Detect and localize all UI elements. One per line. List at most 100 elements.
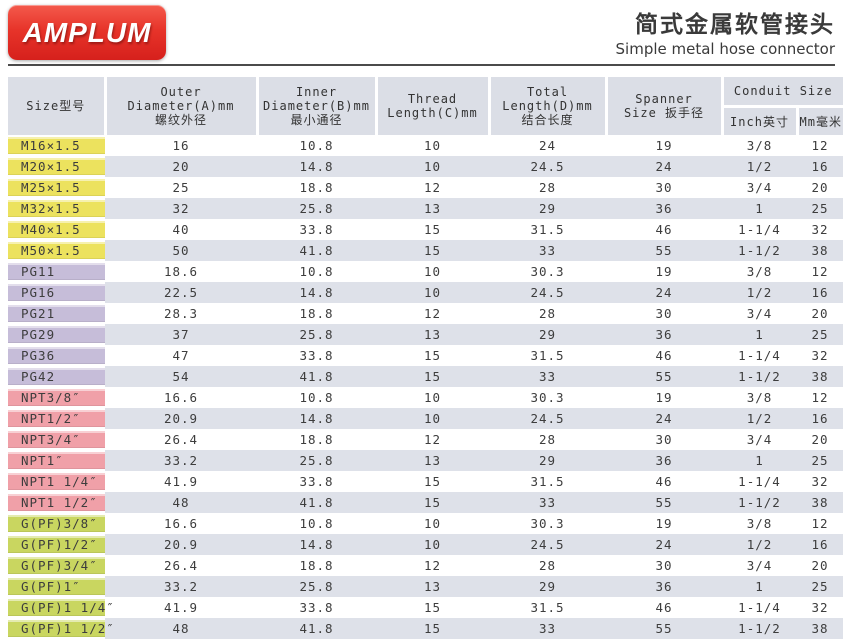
table-row: M32×1.5 32 25.8 13 29 36 1 25 [8, 198, 843, 219]
thread-length-cell: 12 [376, 555, 489, 576]
table-row: G(PF)3/8″ 16.6 10.8 10 30.3 19 3/8 12 [8, 513, 843, 534]
conduit-mm-cell: 20 [797, 177, 843, 198]
conduit-mm-cell: 12 [797, 261, 843, 282]
outer-diameter-cell: 40 [105, 219, 257, 240]
total-length-cell: 24.5 [489, 408, 606, 429]
spanner-size-cell: 36 [606, 576, 722, 597]
spec-table-header: Size型号 Outer Diameter(A)mm 螺纹外径 Inner Di… [8, 77, 843, 135]
spanner-size-cell: 30 [606, 555, 722, 576]
size-cell: PG29 [8, 324, 105, 345]
size-chip: NPT1 1/2″ [8, 494, 105, 511]
conduit-inch-cell: 1 [722, 198, 797, 219]
conduit-inch-cell: 3/4 [722, 429, 797, 450]
total-length-cell: 31.5 [489, 597, 606, 618]
size-cell: G(PF)3/4″ [8, 555, 105, 576]
inner-diameter-cell: 33.8 [257, 597, 376, 618]
conduit-inch-cell: 1-1/4 [722, 219, 797, 240]
spanner-size-cell: 19 [606, 387, 722, 408]
conduit-inch-cell: 3/8 [722, 261, 797, 282]
total-length-cell: 29 [489, 450, 606, 471]
spanner-size-cell: 24 [606, 282, 722, 303]
inner-diameter-cell: 18.8 [257, 429, 376, 450]
thread-length-cell: 15 [376, 219, 489, 240]
table-row: PG29 37 25.8 13 29 36 1 25 [8, 324, 843, 345]
spanner-size-cell: 55 [606, 618, 722, 639]
thread-length-cell: 15 [376, 366, 489, 387]
inner-diameter-cell: 25.8 [257, 450, 376, 471]
conduit-inch-cell: 3/8 [722, 387, 797, 408]
spanner-size-cell: 30 [606, 177, 722, 198]
thread-length-cell: 15 [376, 492, 489, 513]
total-length-cell: 30.3 [489, 513, 606, 534]
conduit-mm-cell: 32 [797, 597, 843, 618]
thread-length-cell: 10 [376, 156, 489, 177]
total-length-cell: 33 [489, 492, 606, 513]
spanner-size-cell: 55 [606, 366, 722, 387]
inner-diameter-cell: 41.8 [257, 618, 376, 639]
size-chip: NPT1 1/4″ [8, 473, 105, 490]
total-length-cell: 28 [489, 555, 606, 576]
table-row: G(PF)3/4″ 26.4 18.8 12 28 30 3/4 20 [8, 555, 843, 576]
size-chip: NPT1″ [8, 452, 105, 469]
inner-diameter-cell: 33.8 [257, 345, 376, 366]
conduit-inch-cell: 1 [722, 450, 797, 471]
header-divider [8, 64, 835, 66]
total-length-cell: 33 [489, 618, 606, 639]
inner-diameter-cell: 25.8 [257, 324, 376, 345]
outer-diameter-cell: 54 [105, 366, 257, 387]
size-cell: M25×1.5 [8, 177, 105, 198]
thread-length-cell: 15 [376, 471, 489, 492]
spec-table-body: M16×1.5 16 10.8 10 24 19 3/8 12 M20×1.5 20 14.8 10 2… [8, 135, 843, 639]
thread-length-cell: 10 [376, 408, 489, 429]
inner-diameter-cell: 41.8 [257, 240, 376, 261]
table-row: NPT1″ 33.2 25.8 13 29 36 1 25 [8, 450, 843, 471]
table-row: M50×1.5 50 41.8 15 33 55 1-1/2 38 [8, 240, 843, 261]
conduit-mm-cell: 16 [797, 156, 843, 177]
size-cell: NPT1 1/2″ [8, 492, 105, 513]
thread-length-cell: 15 [376, 240, 489, 261]
table-row: M20×1.5 20 14.8 10 24.5 24 1/2 16 [8, 156, 843, 177]
conduit-mm-cell: 38 [797, 492, 843, 513]
table-row: NPT1 1/2″ 48 41.8 15 33 55 1-1/2 38 [8, 492, 843, 513]
thread-length-cell: 10 [376, 135, 489, 156]
table-row: M16×1.5 16 10.8 10 24 19 3/8 12 [8, 135, 843, 156]
inner-diameter-cell: 10.8 [257, 387, 376, 408]
size-cell: PG36 [8, 345, 105, 366]
table-row: PG16 22.5 14.8 10 24.5 24 1/2 16 [8, 282, 843, 303]
size-cell: G(PF)3/8″ [8, 513, 105, 534]
size-cell: NPT3/4″ [8, 429, 105, 450]
conduit-inch-cell: 1/2 [722, 282, 797, 303]
total-length-cell: 28 [489, 303, 606, 324]
inner-diameter-cell: 18.8 [257, 177, 376, 198]
thread-length-cell: 10 [376, 261, 489, 282]
page-header: AMPLUM 简式金属软管接头 Simple metal hose connec… [8, 5, 843, 60]
spanner-size-cell: 19 [606, 135, 722, 156]
conduit-inch-cell: 3/8 [722, 513, 797, 534]
spanner-size-cell: 55 [606, 492, 722, 513]
outer-diameter-cell: 32 [105, 198, 257, 219]
total-length-cell: 24.5 [489, 156, 606, 177]
total-length-cell: 24.5 [489, 534, 606, 555]
size-chip: M20×1.5 [8, 158, 105, 175]
size-cell: G(PF)1″ [8, 576, 105, 597]
conduit-mm-cell: 38 [797, 618, 843, 639]
spanner-size-cell: 24 [606, 156, 722, 177]
size-chip: PG16 [8, 284, 105, 301]
conduit-mm-cell: 38 [797, 240, 843, 261]
col-header-thread-length: Thread Length(C)mm [374, 77, 489, 135]
total-length-cell: 29 [489, 576, 606, 597]
spanner-size-cell: 30 [606, 303, 722, 324]
thread-length-cell: 12 [376, 303, 489, 324]
inner-diameter-cell: 33.8 [257, 471, 376, 492]
inner-diameter-cell: 41.8 [257, 366, 376, 387]
outer-diameter-cell: 33.2 [105, 576, 257, 597]
inner-diameter-cell: 18.8 [257, 555, 376, 576]
size-chip: M16×1.5 [8, 137, 105, 154]
col-header-size: Size型号 [8, 77, 105, 135]
conduit-mm-cell: 38 [797, 366, 843, 387]
conduit-inch-cell: 1/2 [722, 534, 797, 555]
size-chip: G(PF)3/4″ [8, 557, 105, 574]
conduit-inch-cell: 1/2 [722, 408, 797, 429]
col-header-conduit-mm: Mm毫米 [795, 106, 843, 135]
